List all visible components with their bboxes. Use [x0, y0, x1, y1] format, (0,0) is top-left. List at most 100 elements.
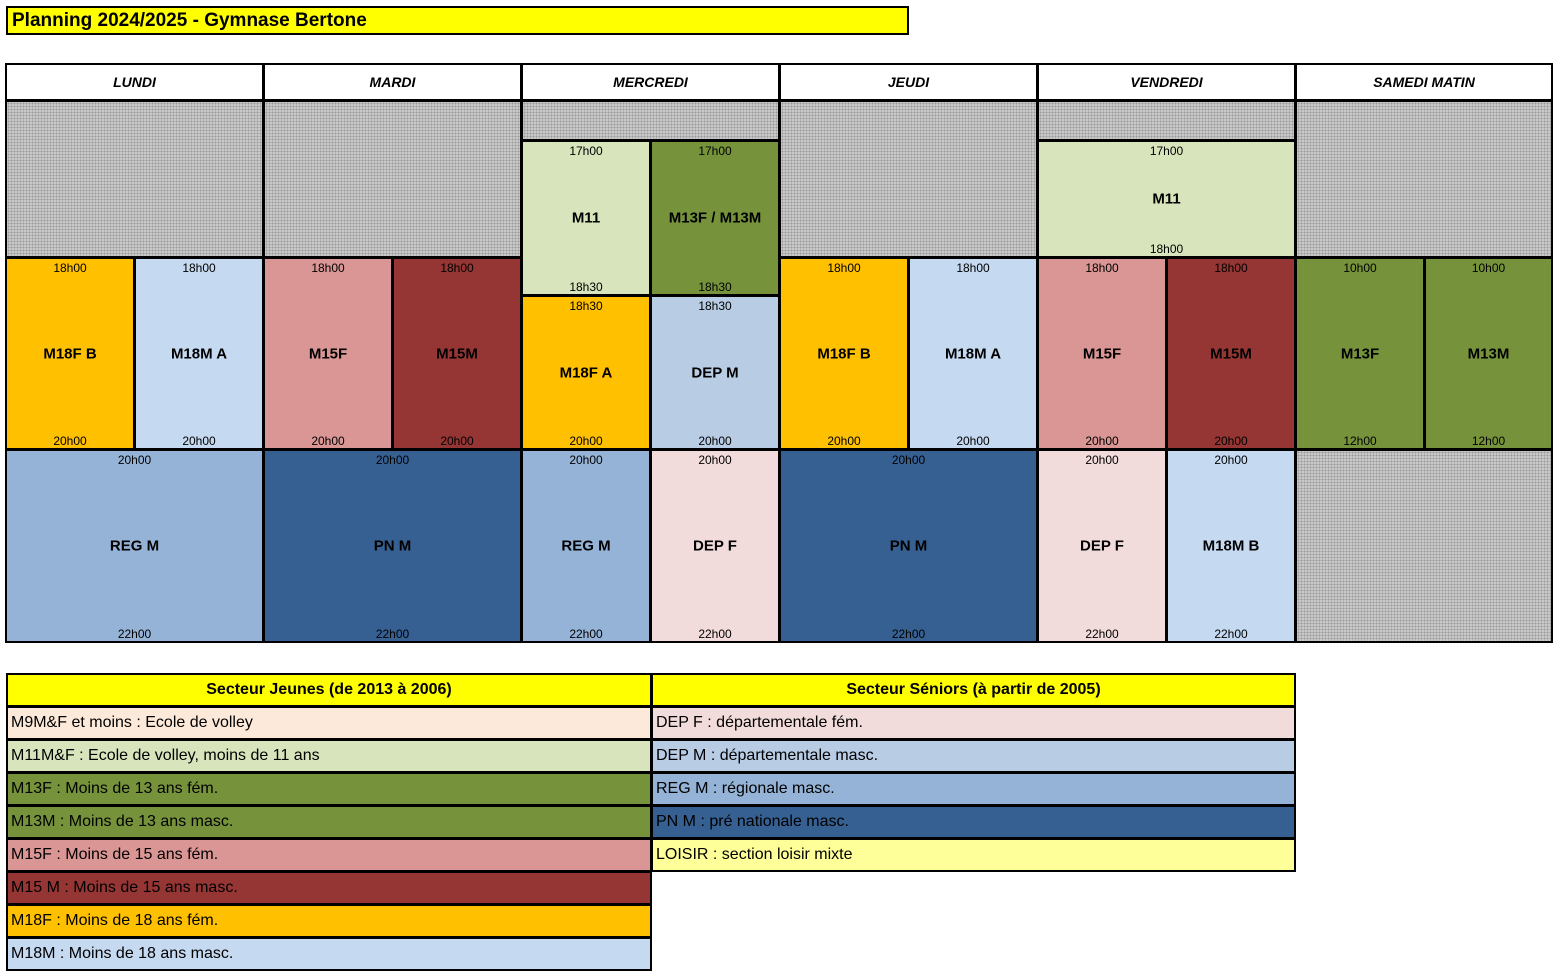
slot-end-time: 22h00 [891, 627, 926, 641]
slot-end-time: 22h00 [569, 627, 603, 641]
slot-mercredi-dep-m: 18h30 DEP M 20h00 [650, 295, 780, 450]
slot-end-time: 12h00 [1471, 434, 1506, 448]
legend-item: M9M&F et moins : Ecole de volley [6, 706, 652, 740]
slot-team-name: M18M A [170, 345, 228, 362]
legend-item: M15 M : Moins de 15 ans masc. [6, 871, 652, 905]
slot-mercredi-dep-f: 20h00 DEP F 22h00 [650, 449, 780, 643]
legend-item: M11M&F : Ecole de volley, moins de 11 an… [6, 739, 652, 773]
slot-team-name: M18F B [817, 345, 871, 362]
empty-slot [5, 100, 264, 258]
slot-jeudi-m18m-a: 18h00 M18M A 20h00 [908, 257, 1038, 450]
slot-start-time: 20h00 [569, 453, 603, 467]
slot-start-time: 18h00 [827, 261, 861, 275]
slot-end-time: 20h00 [956, 434, 990, 448]
slot-end-time: 22h00 [698, 627, 732, 641]
slot-team-name: M11 [1152, 190, 1181, 208]
slot-mercredi-reg-m: 20h00 REG M 22h00 [521, 449, 651, 643]
slot-team-name: REG M [561, 537, 611, 555]
slot-end-time: 20h00 [827, 434, 861, 448]
slot-start-time: 20h00 [698, 453, 732, 467]
empty-slot [779, 100, 1038, 258]
slot-start-time: 18h00 [1085, 261, 1119, 275]
slot-start-time: 18h00 [182, 261, 216, 275]
slot-end-time: 22h00 [1214, 627, 1248, 641]
slot-mercredi-m11: 17h00 M11 18h30 [521, 140, 651, 296]
legend-item: M18F : Moins de 18 ans fém. [6, 904, 652, 938]
slot-lundi-reg-m: 20h00 REG M 22h00 [5, 449, 264, 643]
slot-mercredi-m13: 17h00 M13F / M13M 18h30 [650, 140, 780, 296]
slot-jeudi-pn-m: 20h00 PN M 22h00 [779, 449, 1038, 643]
legend-item: PN M : pré nationale masc. [651, 805, 1296, 839]
slot-start-time: 20h00 [375, 453, 410, 467]
slot-team-name: M18F B [43, 345, 97, 362]
empty-slot [1295, 100, 1553, 258]
slot-end-time: 22h00 [1085, 627, 1119, 641]
empty-slot [1295, 449, 1553, 643]
slot-team-name: M15F [308, 345, 348, 362]
slot-start-time: 20h00 [117, 453, 152, 467]
slot-start-time: 17h00 [1149, 144, 1184, 158]
slot-team-name: DEP F [1080, 537, 1124, 555]
legend-item: M13M : Moins de 13 ans masc. [6, 805, 652, 839]
slot-end-time: 22h00 [375, 627, 410, 641]
slot-team-name: PN M [889, 537, 928, 555]
slot-end-time: 20h00 [440, 434, 474, 448]
slot-team-name: DEP F [693, 537, 737, 555]
slot-team-name: M13M [1467, 345, 1510, 362]
day-header-mercredi: MERCREDI [521, 63, 780, 101]
slot-start-time: 18h00 [440, 261, 474, 275]
slot-start-time: 20h00 [1214, 453, 1248, 467]
slot-start-time: 10h00 [1471, 261, 1506, 275]
slot-jeudi-m18f-b: 18h00 M18F B 20h00 [779, 257, 909, 450]
slot-team-name: M11 [571, 209, 601, 227]
slot-team-name: M18M B [1202, 537, 1260, 555]
slot-samedi-m13m: 10h00 M13M 12h00 [1424, 257, 1553, 450]
legend-seniors-title: Secteur Séniors (à partir de 2005) [651, 673, 1296, 707]
slot-end-time: 20h00 [569, 434, 603, 448]
slot-end-time: 22h00 [117, 627, 152, 641]
slot-vendredi-m15f: 18h00 M15F 20h00 [1037, 257, 1167, 450]
slot-team-name: M18M A [944, 345, 1002, 362]
legend-item: M18M : Moins de 18 ans masc. [6, 937, 652, 971]
slot-end-time: 18h00 [1149, 242, 1184, 256]
slot-start-time: 18h00 [1214, 261, 1248, 275]
slot-start-time: 18h00 [956, 261, 990, 275]
day-header-samedi: SAMEDI MATIN [1295, 63, 1553, 101]
slot-start-time: 18h00 [53, 261, 87, 275]
legend-item: LOISIR : section loisir mixte [651, 838, 1296, 872]
slot-start-time: 17h00 [569, 144, 603, 158]
slot-vendredi-m18m-b: 20h00 M18M B 22h00 [1166, 449, 1296, 643]
page-title: Planning 2024/2025 - Gymnase Bertone [6, 6, 909, 35]
day-header-mardi: MARDI [263, 63, 522, 101]
day-header-lundi: LUNDI [5, 63, 264, 101]
slot-team-name: PN M [373, 537, 412, 555]
slot-start-time: 18h00 [311, 261, 345, 275]
day-header-vendredi: VENDREDI [1037, 63, 1296, 101]
empty-slot [263, 100, 522, 258]
slot-mardi-pn-m: 20h00 PN M 22h00 [263, 449, 522, 643]
legend-item: REG M : régionale masc. [651, 772, 1296, 806]
slot-end-time: 20h00 [182, 434, 216, 448]
slot-start-time: 18h30 [698, 299, 732, 313]
slot-lundi-m18f-b: 18h00 M18F B 20h00 [5, 257, 135, 450]
slot-vendredi-dep-f: 20h00 DEP F 22h00 [1037, 449, 1167, 643]
slot-team-name: M15M [436, 345, 478, 362]
slot-team-name: M15F [1082, 345, 1122, 362]
slot-end-time: 18h30 [569, 280, 603, 294]
legend-jeunes: Secteur Jeunes (de 2013 à 2006) M9M&F et… [6, 673, 652, 971]
slot-samedi-m13f: 10h00 M13F 12h00 [1295, 257, 1425, 450]
slot-team-name: DEP M [691, 364, 739, 381]
slot-lundi-m18m-a: 18h00 M18M A 20h00 [134, 257, 264, 450]
legend-item: M15F : Moins de 15 ans fém. [6, 838, 652, 872]
slot-end-time: 12h00 [1343, 434, 1377, 448]
slot-end-time: 20h00 [698, 434, 732, 448]
slot-end-time: 18h30 [698, 280, 732, 294]
slot-mardi-m15f: 18h00 M15F 20h00 [263, 257, 393, 450]
slot-team-name: M13F / M13M [668, 209, 762, 227]
legend-item: DEP F : départementale fém. [651, 706, 1296, 740]
slot-team-name: M18F A [559, 364, 613, 381]
slot-start-time: 18h30 [569, 299, 603, 313]
slot-end-time: 20h00 [1214, 434, 1248, 448]
slot-end-time: 20h00 [1085, 434, 1119, 448]
legend-item: M13F : Moins de 13 ans fém. [6, 772, 652, 806]
